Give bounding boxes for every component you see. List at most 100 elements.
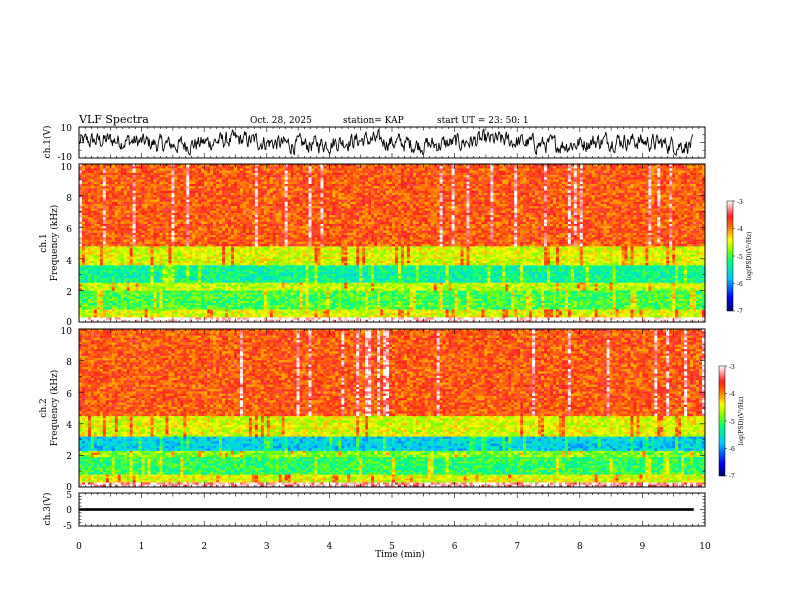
spectrogram-cell: [427, 298, 431, 302]
spectrogram-cell: [135, 286, 139, 289]
spectrogram-cell: [696, 305, 700, 308]
spectrogram-cell: [219, 317, 223, 320]
spectrogram-cell: [144, 265, 148, 268]
spectrogram-cell: [314, 286, 318, 289]
spectrogram-cell: [272, 288, 276, 291]
spectrogram-cell: [702, 298, 706, 302]
spectrogram-cell: [535, 307, 539, 310]
spectrogram-cell: [242, 267, 247, 270]
spectrogram-cell: [591, 298, 595, 302]
spectrogram-cell: [201, 296, 205, 300]
spectrogram-cell: [105, 300, 110, 304]
spectrogram-cell: [475, 290, 479, 293]
spectrogram-cell: [511, 284, 515, 287]
spectrogram-cell: [502, 282, 506, 285]
spectrogram-cell: [517, 298, 521, 302]
spectrogram-cell: [177, 288, 181, 291]
spectrogram-cell: [174, 296, 178, 300]
spectrogram-cell: [496, 317, 500, 320]
spectrogram-cell: [475, 292, 479, 295]
spectrogram-cell: [147, 292, 151, 295]
spectrogram-cell: [684, 286, 688, 289]
spectrogram-cell: [520, 300, 524, 304]
spectrogram-cell: [210, 303, 214, 306]
spectrogram-cell: [463, 298, 467, 302]
spectrogram-cell: [120, 288, 124, 291]
spectrogram-cell: [302, 269, 306, 272]
spectrogram-cell: [266, 307, 270, 310]
spectrogram-cell: [99, 275, 104, 279]
spectrogram-cell: [585, 305, 589, 308]
spectrogram-cell: [153, 292, 157, 295]
spectrogram-cell: [591, 307, 595, 310]
spectrogram-cell: [323, 265, 327, 268]
spectrogram-cell: [552, 300, 557, 304]
spectrogram-cell: [183, 265, 187, 268]
spectrogram-cell: [582, 282, 586, 285]
spectrogram-cell: [374, 309, 378, 312]
spectrogram-cell: [153, 307, 157, 310]
spectrogram-cell: [314, 290, 318, 293]
spectrogram-cell: [636, 290, 640, 293]
spectrogram-cell: [424, 298, 428, 302]
spectrogram-cell: [284, 265, 288, 268]
spectrogram-cell: [219, 319, 223, 323]
spectrogram-cell: [314, 271, 318, 275]
spectrogram-cell: [669, 294, 673, 297]
spectrogram-cell: [216, 288, 220, 291]
spectrogram-cell: [275, 290, 279, 293]
spectrogram-cell: [523, 305, 527, 308]
spectrogram-cell: [219, 267, 223, 270]
spectrogram-cell: [669, 300, 673, 304]
spectrogram-cell: [406, 282, 411, 285]
spectrogram-cell: [120, 282, 124, 285]
spectrogram-cell: [403, 290, 408, 293]
spectrogram-cell: [317, 315, 321, 318]
spectrogram-cell: [666, 298, 670, 302]
spectrogram-cell: [281, 269, 285, 272]
spectrogram-cell: [654, 298, 658, 302]
spectrogram-cell: [311, 292, 315, 295]
spectrogram-cell: [159, 271, 163, 275]
spectrogram-cell: [299, 290, 303, 293]
spectrogram-cell: [341, 290, 345, 293]
spectrogram-cell: [675, 303, 679, 306]
spectrogram-cell: [451, 307, 455, 310]
spectrogram-cell: [442, 303, 446, 306]
spectrogram-cell: [353, 313, 357, 316]
spectrogram-cell: [356, 286, 360, 289]
spectrogram-cell: [645, 317, 649, 320]
spectrogram-cell: [186, 267, 190, 270]
spectrogram-cell: [123, 273, 127, 277]
spectrogram-cell: [144, 278, 148, 281]
spectrogram-cell: [612, 309, 616, 312]
spectrogram-cell: [338, 319, 342, 323]
spectrogram-cell: [114, 309, 118, 312]
spectrogram-cell: [645, 284, 649, 287]
spectrogram-cell: [624, 292, 628, 295]
spectrogram-cell: [359, 284, 363, 287]
spectrogram-cell: [654, 315, 658, 318]
spectrogram-cell: [353, 309, 357, 312]
spectrogram-cell: [99, 280, 104, 283]
spectrogram-cell: [132, 305, 136, 308]
spectrogram-cell: [81, 300, 86, 304]
spectrogram-cell: [275, 296, 279, 300]
spectrogram-cell: [162, 300, 166, 304]
spectrogram-cell: [102, 309, 107, 312]
spectrogram-cell: [123, 315, 127, 318]
spectrogram-cell: [135, 298, 139, 302]
spectrogram-cell: [168, 294, 172, 297]
spectrogram-cell: [248, 311, 253, 314]
spectrogram-cell: [389, 294, 393, 297]
spectrogram-cell: [213, 317, 217, 320]
spectrogram-cell: [251, 292, 256, 295]
spectrogram-cell: [600, 290, 604, 293]
spectrogram-cell: [147, 296, 151, 300]
spectrogram-cell: [687, 298, 691, 302]
spectrogram-cell: [442, 300, 446, 304]
spectrogram-cell: [487, 282, 491, 285]
spectrogram-cell: [81, 273, 86, 277]
spectrogram-cell: [576, 319, 580, 323]
